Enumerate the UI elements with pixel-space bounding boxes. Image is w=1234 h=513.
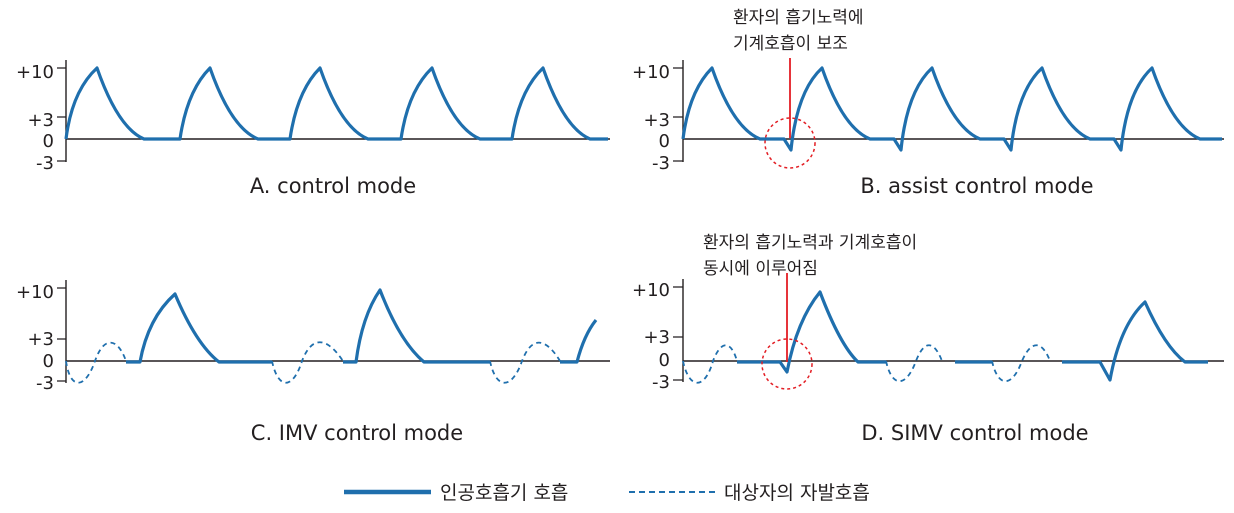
y-tick-minus3: -3 (36, 373, 54, 394)
spontaneous-breath-waveform (271, 341, 344, 384)
assisted-breath-waveform (681, 66, 1222, 152)
panel-d-caption: D. SIMV control mode (861, 421, 1088, 445)
y-tick-zero: 0 (659, 350, 670, 371)
panel-a-caption: A. control mode (250, 174, 416, 198)
panel-b-note-line2: 기계호흡이 보조 (733, 34, 848, 54)
panel-d-note-line2: 동시에 이루어짐 (703, 259, 818, 279)
y-axis-ticks (57, 67, 66, 162)
y-tick-minus3: -3 (652, 372, 670, 393)
patient-effort-highlight-circle (764, 117, 816, 169)
panel-b-caption: B. assist control mode (860, 174, 1093, 198)
panel-d-note-line1: 환자의 흡기노력과 기계호흡이 (703, 233, 917, 253)
mechanical-breath-waveform (343, 288, 490, 364)
y-tick-minus3: -3 (652, 153, 670, 174)
spontaneous-breath-waveform (489, 341, 561, 384)
y-tick-plus10: +10 (16, 282, 54, 303)
synchronized-breath-waveform (1062, 300, 1208, 382)
y-tick-plus10: +10 (632, 280, 670, 301)
y-tick-zero: 0 (43, 351, 54, 372)
y-axis-ticks (673, 67, 683, 162)
synchrony-highlight-circle (761, 338, 813, 390)
panel-c-caption: C. IMV control mode (251, 421, 463, 445)
panel-b: +10 +3 0 -3 환자의 흡기노력에 기계호흡이 보조 B. assist… (632, 8, 1224, 198)
legend-mechanical-label: 인공호흡기 호흡 (440, 482, 568, 504)
spontaneous-breath-waveform (682, 344, 738, 384)
y-tick-plus10: +10 (632, 62, 670, 83)
mechanical-breath-waveform (560, 319, 598, 364)
y-tick-zero: 0 (659, 131, 670, 152)
y-axis-ticks (57, 287, 66, 382)
y-tick-minus3: -3 (36, 153, 54, 174)
y-tick-zero: 0 (43, 131, 54, 152)
panel-a: +10 +3 0 -3 A. control mode (16, 60, 610, 198)
panel-c: +10 +3 0 -3 C. IMV control mode (16, 280, 610, 445)
y-axis-ticks (673, 286, 683, 381)
legend-spontaneous-label: 대상자의 자발호흡 (724, 482, 870, 504)
mechanical-breath-waveform (64, 66, 608, 141)
y-tick-plus3: +3 (643, 327, 670, 348)
mechanical-breath-waveform (126, 292, 272, 364)
panel-b-note-line1: 환자의 흡기노력에 (733, 8, 864, 28)
spontaneous-breath-waveform (885, 344, 943, 382)
y-tick-plus3: +3 (643, 110, 670, 131)
synchronized-breath-waveform (737, 290, 886, 374)
y-tick-plus10: +10 (16, 62, 54, 83)
panel-d: +10 +3 0 -3 환자의 흡기노력과 기계호흡이 동시에 이루어짐 D. … (632, 233, 1224, 445)
y-tick-plus3: +3 (27, 329, 54, 350)
spontaneous-breath-waveform (65, 341, 127, 384)
legend: 인공호흡기 호흡 대상자의 자발호흡 (344, 482, 870, 504)
spontaneous-breath-waveform (991, 344, 1051, 382)
y-tick-plus3: +3 (27, 110, 54, 131)
